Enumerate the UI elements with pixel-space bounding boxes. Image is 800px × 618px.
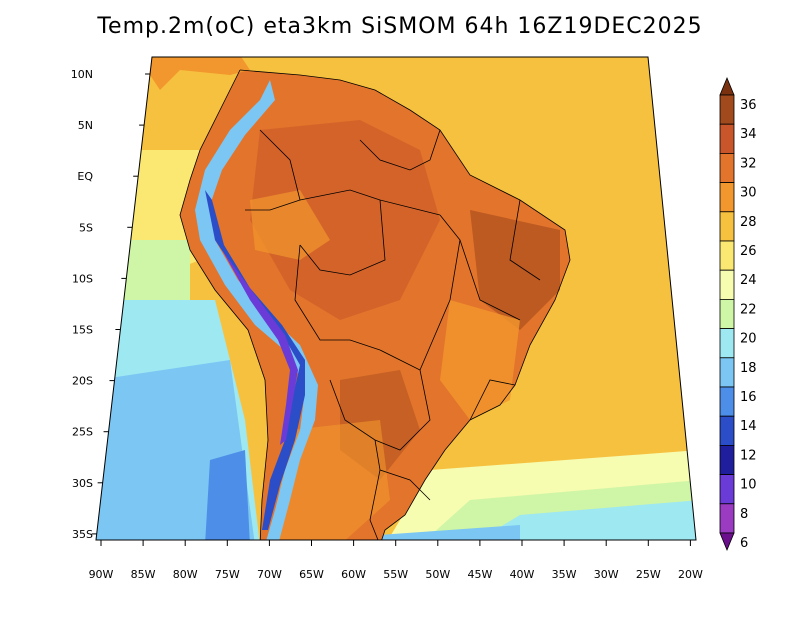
colorbar-segment bbox=[719, 152, 735, 183]
lon-tick-label: 30W bbox=[594, 568, 619, 581]
colorbar-label: 12 bbox=[740, 448, 757, 463]
colorbar-segment bbox=[719, 240, 735, 271]
lon-tick-label: 50W bbox=[425, 568, 450, 581]
lon-tick-label: 25W bbox=[636, 568, 661, 581]
colorbar-label: 30 bbox=[740, 186, 757, 201]
lon-tick-label: 90W bbox=[89, 568, 114, 581]
lon-tick-label: 35W bbox=[552, 568, 577, 581]
colorbar-segment bbox=[719, 357, 735, 388]
lat-tick-label: 15S bbox=[72, 324, 93, 337]
colorbar-segment bbox=[719, 269, 735, 300]
colorbar-segment bbox=[719, 386, 735, 417]
colorbar-label: 18 bbox=[740, 361, 757, 376]
colorbar-label: 20 bbox=[740, 332, 757, 347]
lat-tick-label: 25S bbox=[72, 426, 93, 439]
colorbar-segment bbox=[719, 444, 735, 475]
lon-tick-label: 45W bbox=[467, 568, 492, 581]
lon-tick-label: 75W bbox=[215, 568, 240, 581]
colorbar-segment bbox=[719, 328, 735, 359]
colorbar-label: 14 bbox=[740, 419, 757, 434]
colorbar-segment bbox=[719, 211, 735, 242]
lat-tick-label: 5N bbox=[78, 119, 93, 132]
country-borders bbox=[179, 69, 571, 540]
lon-tick-label: 40W bbox=[510, 568, 535, 581]
lon-tick-label: 60W bbox=[341, 568, 366, 581]
colorbar-label: 34 bbox=[740, 127, 757, 142]
lat-tick-label: EQ bbox=[77, 170, 93, 183]
colorbar-segment bbox=[719, 94, 735, 125]
colorbar-label: 22 bbox=[740, 302, 757, 317]
colorbar-segment bbox=[719, 298, 735, 329]
colorbar-segment bbox=[719, 123, 735, 154]
latitude-axis: 10N 5N EQ 5S 10S 15S 20S 25S 30S 35S bbox=[71, 68, 151, 541]
longitude-axis: 90W 85W 80W 75W 70W 65W 60W 55W 50W 45W 40W 35W 30W 2… bbox=[89, 540, 703, 581]
map-title: Temp.2m(oC) eta3km SiSMOM 64h 16Z19DEC20… bbox=[97, 14, 703, 39]
colorbar-label: 36 bbox=[740, 98, 757, 113]
colorbar-label: 8 bbox=[740, 507, 748, 522]
colorbar-segment bbox=[719, 415, 735, 446]
colorbar-label: 10 bbox=[740, 478, 757, 493]
colorbar-label: 32 bbox=[740, 156, 757, 171]
colorbar-label: 24 bbox=[740, 273, 757, 288]
lat-tick-label: 20S bbox=[72, 375, 93, 388]
andes-cool-band bbox=[195, 80, 318, 540]
lat-tick-label: 10S bbox=[72, 272, 93, 285]
lat-tick-label: 35S bbox=[72, 528, 93, 541]
colorbar-segment bbox=[719, 182, 735, 213]
colorbar-bottom-arrow bbox=[719, 532, 735, 552]
colorbar-label: 26 bbox=[740, 244, 757, 259]
lon-tick-label: 20W bbox=[678, 568, 703, 581]
map-frame bbox=[95, 56, 697, 541]
colorbar-segment bbox=[719, 503, 735, 534]
lon-tick-label: 70W bbox=[257, 568, 282, 581]
lon-tick-label: 55W bbox=[383, 568, 408, 581]
colorbar-label: 6 bbox=[740, 536, 748, 551]
colorbar: 36 34 32 30 28 26 24 22 20 18 16 14 12 10 8 6 bbox=[719, 76, 757, 552]
lat-tick-label: 5S bbox=[79, 221, 93, 234]
colorbar-label: 16 bbox=[740, 390, 757, 405]
lat-tick-label: 30S bbox=[72, 477, 93, 490]
colorbar-top-arrow bbox=[719, 76, 735, 96]
lon-tick-label: 80W bbox=[173, 568, 198, 581]
lon-tick-label: 65W bbox=[299, 568, 324, 581]
lat-tick-label: 10N bbox=[71, 68, 93, 81]
colorbar-label: 28 bbox=[740, 215, 757, 230]
map-field bbox=[96, 57, 696, 540]
colorbar-segment bbox=[719, 474, 735, 505]
lon-tick-label: 85W bbox=[131, 568, 156, 581]
